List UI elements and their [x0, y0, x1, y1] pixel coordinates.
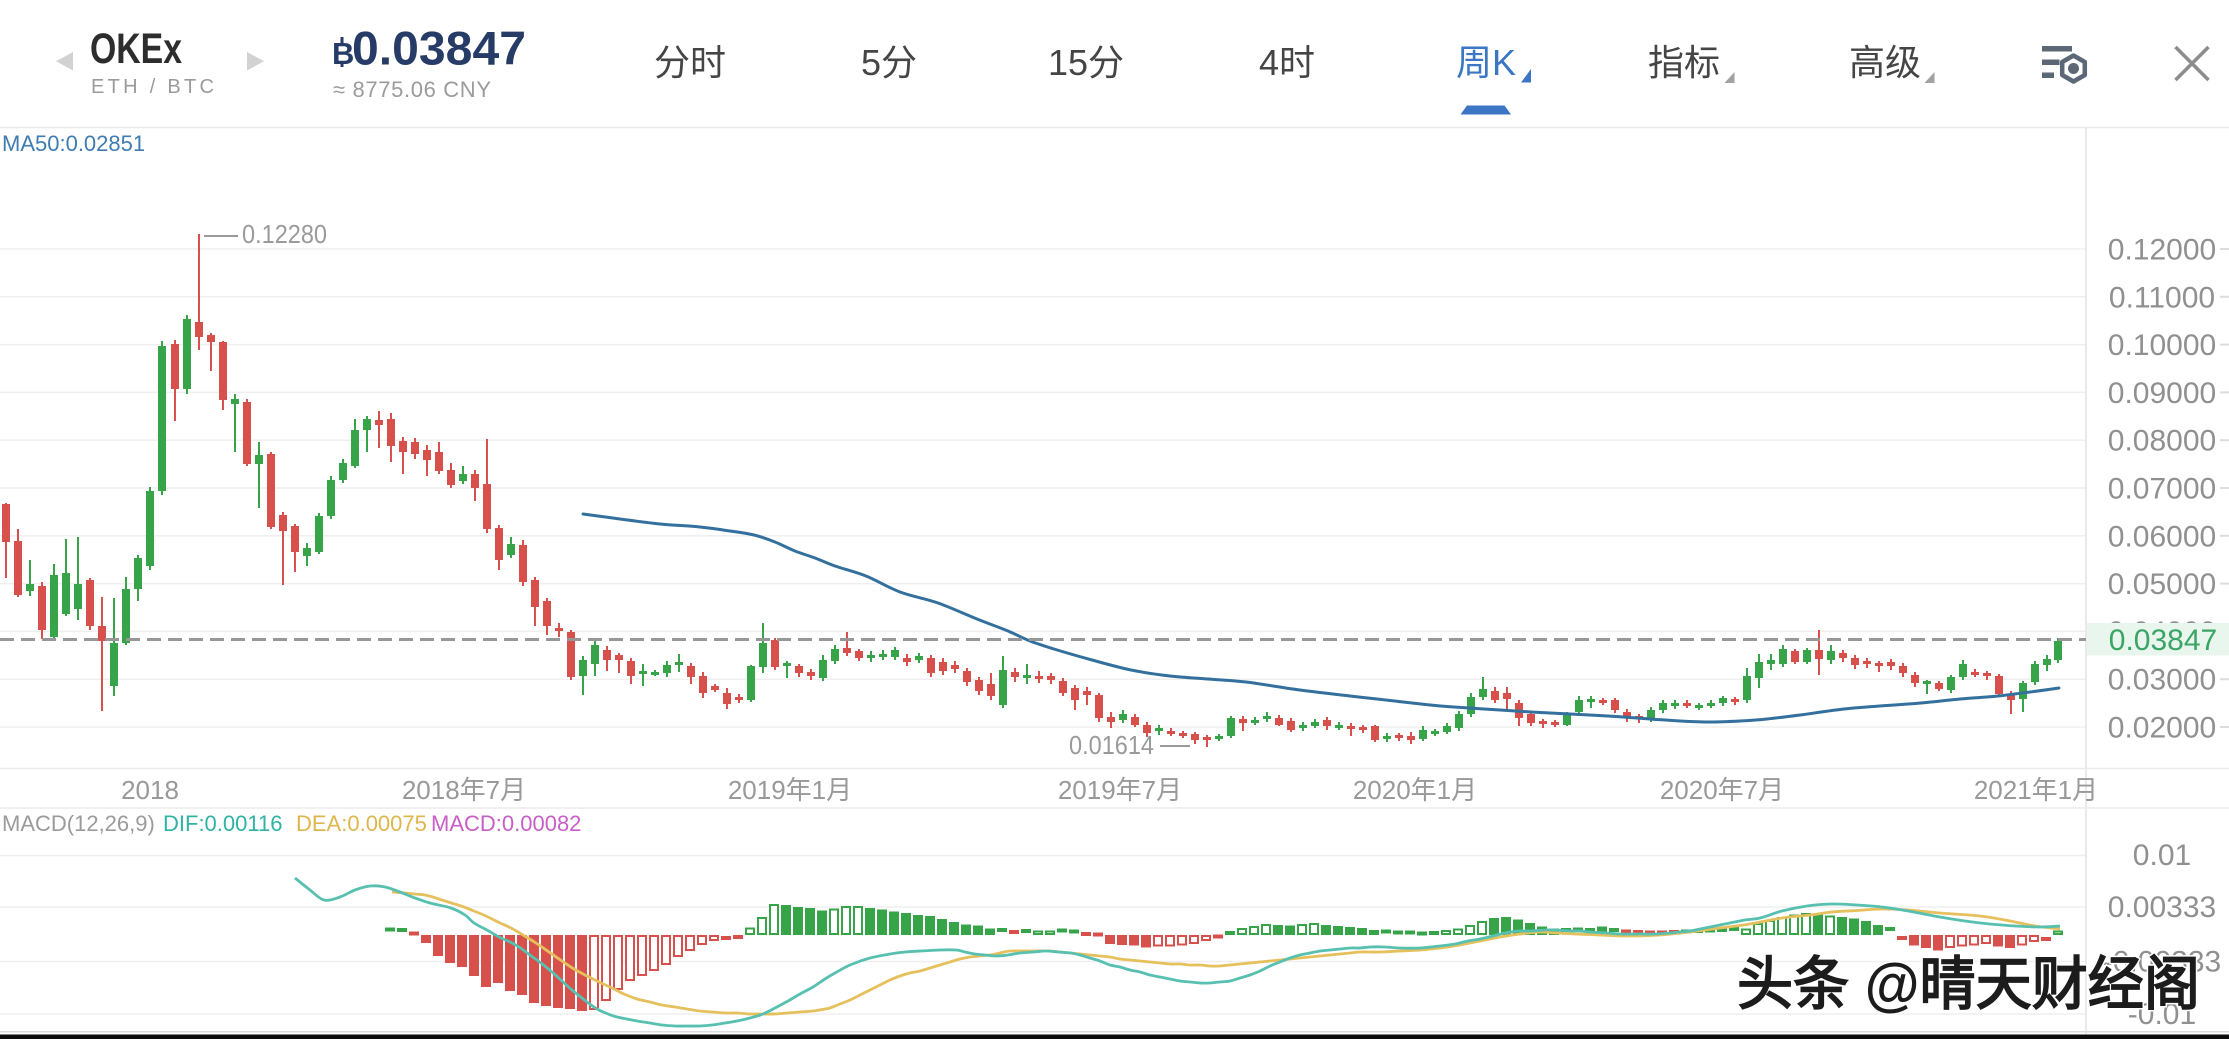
svg-text:0.12280: 0.12280: [242, 219, 327, 249]
svg-text:DEA:0.00075: DEA:0.00075: [296, 811, 427, 836]
svg-text:0.05000: 0.05000: [2108, 568, 2216, 601]
svg-text:2021年1月: 2021年1月: [1974, 775, 2098, 805]
svg-text:OKEx: OKEx: [90, 25, 182, 73]
svg-text:2019年7月: 2019年7月: [1058, 775, 1182, 805]
svg-text:5分: 5分: [861, 42, 917, 83]
svg-text:高级: 高级: [1849, 42, 1921, 83]
svg-text:2019年1月: 2019年1月: [728, 775, 852, 805]
svg-text:0.09000: 0.09000: [2108, 377, 2216, 410]
svg-text:0.12000: 0.12000: [2108, 234, 2216, 267]
svg-text:-0.00333: -0.00333: [2103, 946, 2221, 979]
svg-text:MA50:0.02851: MA50:0.02851: [2, 131, 145, 156]
svg-text:2020年1月: 2020年1月: [1353, 775, 1477, 805]
svg-text:指标: 指标: [1648, 42, 1720, 83]
svg-text:0.01614: 0.01614: [1069, 730, 1154, 760]
svg-text:0.10000: 0.10000: [2108, 329, 2216, 362]
svg-text:-0.01: -0.01: [2128, 998, 2196, 1031]
svg-text:0.03000: 0.03000: [2108, 664, 2216, 697]
svg-text:2018: 2018: [121, 775, 179, 805]
svg-text:DIF:0.00116: DIF:0.00116: [163, 811, 282, 836]
svg-text:4时: 4时: [1259, 42, 1315, 83]
svg-text:ETH / BTC: ETH / BTC: [91, 76, 214, 98]
svg-text:MACD(12,26,9): MACD(12,26,9): [2, 811, 155, 836]
svg-text:周K: 周K: [1456, 42, 1516, 83]
svg-text:2020年7月: 2020年7月: [1660, 775, 1784, 805]
svg-text:0.00333: 0.00333: [2108, 891, 2216, 924]
svg-text:0.06000: 0.06000: [2108, 520, 2216, 553]
svg-text:0.01: 0.01: [2133, 839, 2191, 872]
svg-text:0.08000: 0.08000: [2108, 425, 2216, 458]
svg-text:0.02000: 0.02000: [2108, 712, 2216, 745]
svg-text:头条 @晴天财经阁: 头条 @晴天财经阁: [1737, 952, 2200, 1017]
svg-text:0.11000: 0.11000: [2109, 281, 2215, 314]
svg-text:0.07000: 0.07000: [2108, 473, 2216, 506]
svg-text:2018年7月: 2018年7月: [402, 775, 526, 805]
svg-text:15分: 15分: [1048, 42, 1124, 83]
svg-text:≈ 8775.06 CNY: ≈ 8775.06 CNY: [333, 77, 491, 102]
svg-text:B: B: [332, 36, 354, 71]
svg-text:0.03847: 0.03847: [352, 22, 526, 75]
svg-text:分时: 分时: [654, 42, 726, 83]
svg-text:0.03847: 0.03847: [2109, 624, 2217, 657]
svg-text:MACD:0.00082: MACD:0.00082: [431, 811, 581, 836]
